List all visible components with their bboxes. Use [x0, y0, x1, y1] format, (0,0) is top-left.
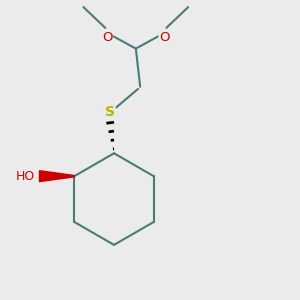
Text: HO: HO — [16, 170, 35, 183]
Text: O: O — [159, 31, 169, 44]
Text: S: S — [105, 105, 115, 119]
Polygon shape — [39, 171, 74, 182]
Text: O: O — [102, 31, 113, 44]
